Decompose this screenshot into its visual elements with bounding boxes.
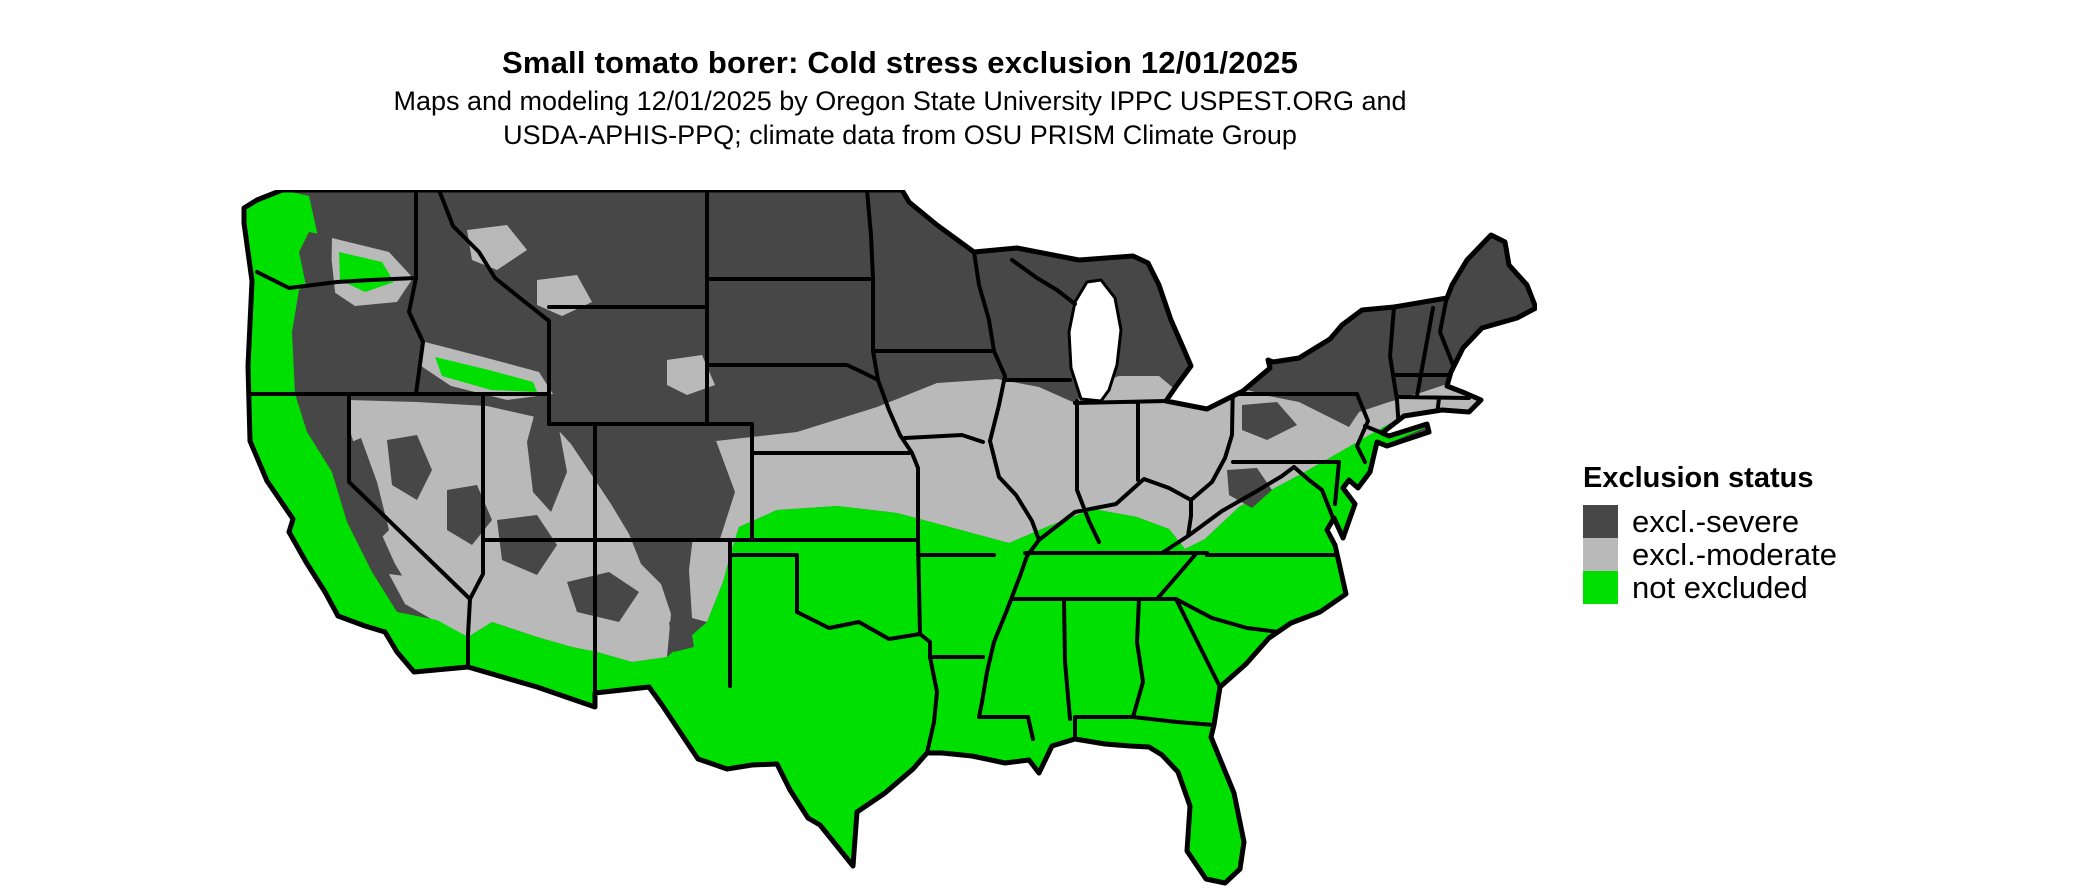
legend-title: Exclusion status (1583, 462, 1814, 494)
legend-item-moderate: excl.-moderate (1583, 538, 1837, 571)
map-region-not-excluded (244, 190, 1429, 883)
legend-swatch-not-excluded (1583, 571, 1618, 604)
legend-item-not-excluded: not excluded (1583, 571, 1837, 604)
map-region-moderate-band (689, 376, 1479, 622)
page-title: Small tomato borer: Cold stress exclusio… (501, 44, 1299, 80)
subtitle-line-1: Maps and modeling 12/01/2025 by Oregon S… (393, 86, 1407, 116)
lake-michigan (1067, 278, 1123, 403)
legend-label-not-excluded: not excluded (1632, 570, 1808, 605)
legend-swatch-moderate (1583, 538, 1618, 571)
map-patches-severe (299, 232, 1297, 652)
us-outline (241, 187, 1539, 886)
legend-label-severe: excl.-severe (1632, 504, 1800, 539)
subtitle-line-2: USDA-APHIS-PPQ; climate data from OSU PR… (503, 120, 1297, 150)
page-subtitle: Maps and modeling 12/01/2025 by Oregon S… (0, 84, 1800, 152)
legend-swatch-severe (1583, 505, 1618, 538)
us-exclusion-map (241, 187, 1539, 886)
state-borders (246, 190, 1471, 755)
legend-label-moderate: excl.-moderate (1632, 537, 1838, 572)
legend-item-severe: excl.-severe (1583, 505, 1837, 538)
map-container (237, 187, 1539, 892)
legend: Exclusion status excl.-severe excl.-mode… (1583, 462, 1837, 604)
